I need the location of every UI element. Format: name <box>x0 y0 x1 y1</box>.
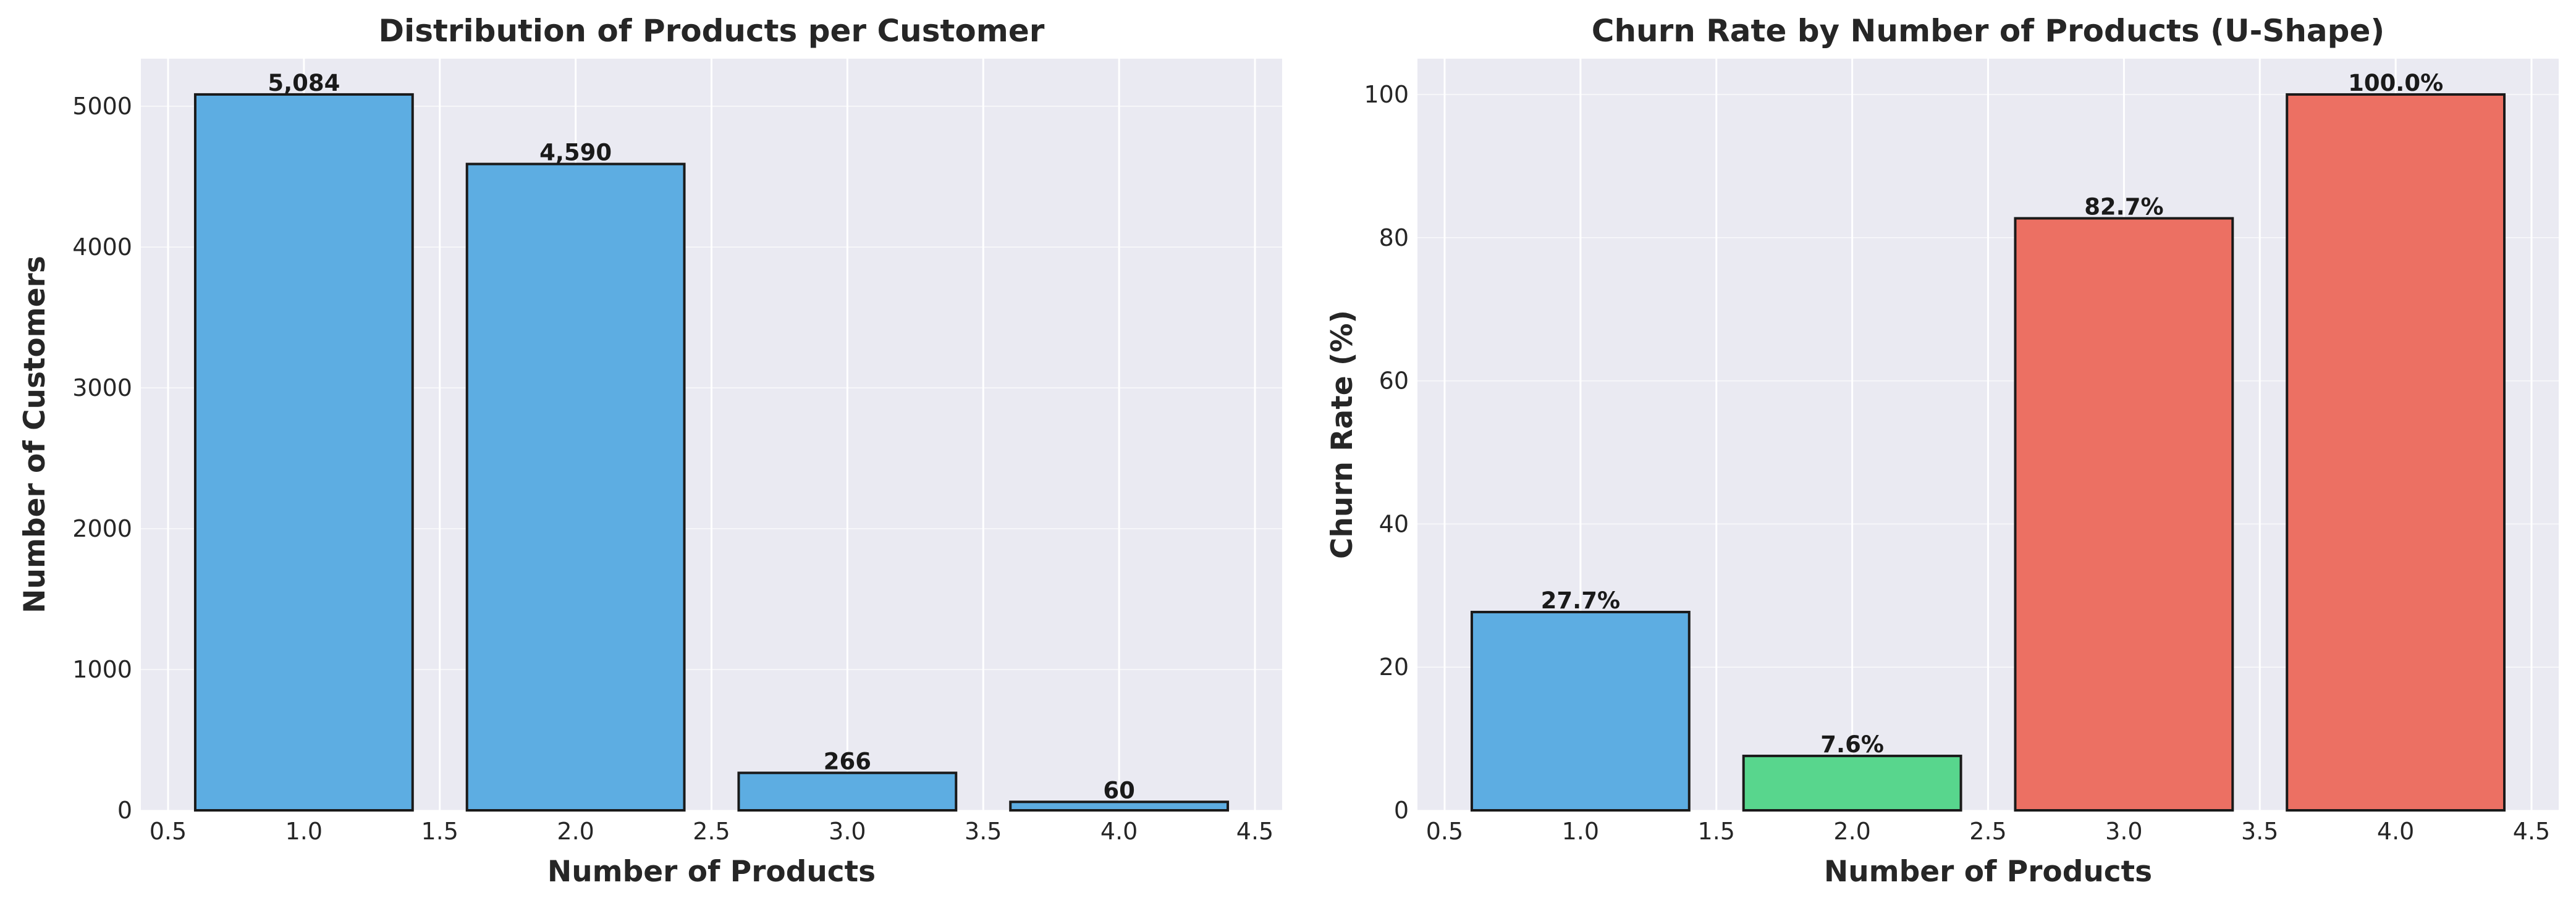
x-tick-label: 3.5 <box>2241 818 2278 845</box>
x-tick-label: 1.5 <box>421 818 458 845</box>
x-tick-label: 2.5 <box>1969 818 2006 845</box>
y-tick-label: 2000 <box>72 515 132 542</box>
bar <box>1009 800 1230 812</box>
x-tick-label: 0.5 <box>1426 818 1463 845</box>
bar <box>1470 610 1691 812</box>
x-tick-label: 4.5 <box>1236 818 1273 845</box>
data-label: 60 <box>1103 777 1135 804</box>
bar <box>737 771 958 812</box>
x-tick-label: 4.0 <box>2377 818 2414 845</box>
panel-churn-rate: 27.7% 7.6% 82.7% 100.0% 0.5 1.0 1.5 2.0 2.5 3.0 3.… <box>1325 13 2559 889</box>
data-label: 100.0% <box>2348 70 2443 96</box>
x-axis-label: Number of Products <box>547 855 876 889</box>
chart-title: Distribution of Products per Customer <box>379 13 1045 49</box>
y-tick-label: 100 <box>1364 81 1409 108</box>
x-tick-label: 1.0 <box>285 818 323 845</box>
y-tick-label: 3000 <box>72 374 132 401</box>
x-tick-label: 4.5 <box>2513 818 2550 845</box>
panel-product-distribution: 5,084 4,590 266 60 0.5 1.0 1.5 2.0 2.5 3.0 3.5 4.0 4… <box>18 13 1282 889</box>
y-tick-label: 5000 <box>72 93 132 120</box>
data-label: 4,590 <box>539 140 612 166</box>
y-tick-label: 20 <box>1379 653 1409 681</box>
x-tick-label: 1.5 <box>1698 818 1735 845</box>
bar <box>193 93 414 812</box>
y-tick-label: 1000 <box>72 656 132 683</box>
x-tick-label: 2.5 <box>693 818 730 845</box>
x-tick-label: 3.0 <box>2105 818 2142 845</box>
x-tick-label: 0.5 <box>150 818 187 845</box>
y-axis-label: Churn Rate (%) <box>1325 310 1359 559</box>
y-tick-label: 4000 <box>72 233 132 261</box>
y-axis-label: Number of Customers <box>18 256 52 613</box>
data-label: 82.7% <box>2084 193 2163 220</box>
x-tick-label: 4.0 <box>1100 818 1138 845</box>
x-tick-label: 2.0 <box>557 818 594 845</box>
y-tick-label: 80 <box>1379 224 1409 251</box>
bar <box>2286 93 2506 812</box>
x-axis-label: Number of Products <box>1824 855 2152 889</box>
data-label: 5,084 <box>268 70 340 96</box>
y-tick-label: 0 <box>117 797 132 824</box>
y-tick-label: 60 <box>1379 367 1409 395</box>
bar <box>2014 217 2234 812</box>
y-tick-label: 0 <box>1394 797 1409 824</box>
x-tick-label: 2.0 <box>1833 818 1870 845</box>
x-tick-label: 3.5 <box>965 818 1002 845</box>
chart-title: Churn Rate by Number of Products (U-Shap… <box>1592 13 2384 49</box>
bar <box>465 162 686 812</box>
y-tick-label: 40 <box>1379 510 1409 537</box>
data-label: 266 <box>824 748 871 775</box>
data-label: 7.6% <box>1820 731 1884 758</box>
data-label: 27.7% <box>1541 587 1620 614</box>
x-tick-label: 3.0 <box>829 818 866 845</box>
bar <box>1742 754 1962 812</box>
x-tick-label: 1.0 <box>1562 818 1599 845</box>
